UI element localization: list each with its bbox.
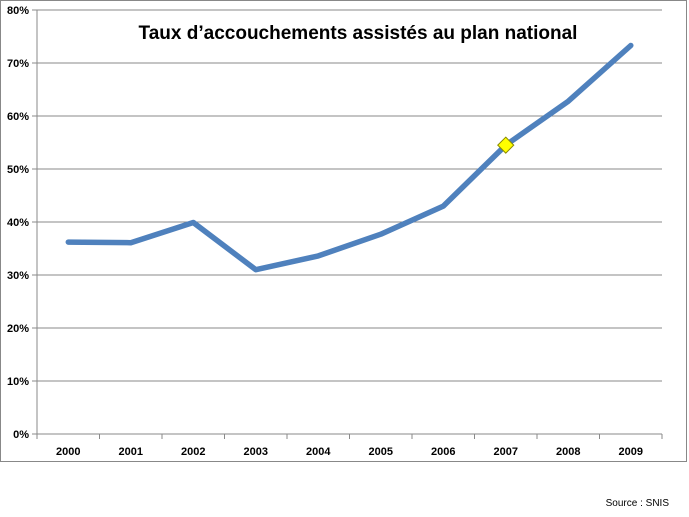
- x-tick-label: 2005: [369, 446, 393, 458]
- y-tick-label: 40%: [7, 217, 29, 229]
- series-line: [65, 42, 634, 273]
- y-tick-label: 50%: [7, 164, 29, 176]
- x-tick-label: 2002: [181, 446, 205, 458]
- y-tick-label: 70%: [7, 58, 29, 70]
- x-tick-label: 2008: [556, 446, 580, 458]
- x-tick-label: 2001: [119, 446, 143, 458]
- source-note: Source : SNIS: [605, 498, 669, 509]
- chart-frame: 0% 10% 20% 30% 40% 50% 60% 70% 80% 2000 2001 2002 20…: [0, 0, 687, 462]
- x-tick-label: 2004: [306, 446, 331, 458]
- y-tick-label: 20%: [7, 323, 29, 335]
- y-tick-label: 30%: [7, 270, 29, 282]
- y-tick-label: 80%: [7, 5, 29, 17]
- x-tick-label: 2009: [619, 446, 643, 458]
- x-tick-label: 2003: [244, 446, 268, 458]
- highlight-diamond-marker: [497, 136, 515, 154]
- line-chart: 0% 10% 20% 30% 40% 50% 60% 70% 80% 2000 2001 2002 20…: [0, 0, 687, 462]
- x-tick-label: 2007: [494, 446, 518, 458]
- chart-title: Taux d’accouchements assistés au plan na…: [139, 23, 578, 44]
- x-tick-label: 2000: [56, 446, 80, 458]
- x-tick-label: 2006: [431, 446, 455, 458]
- chart-border: [0, 0, 687, 462]
- y-tick-label: 0%: [13, 429, 29, 441]
- y-tick-label: 10%: [7, 376, 29, 388]
- y-tick-label: 60%: [7, 111, 29, 123]
